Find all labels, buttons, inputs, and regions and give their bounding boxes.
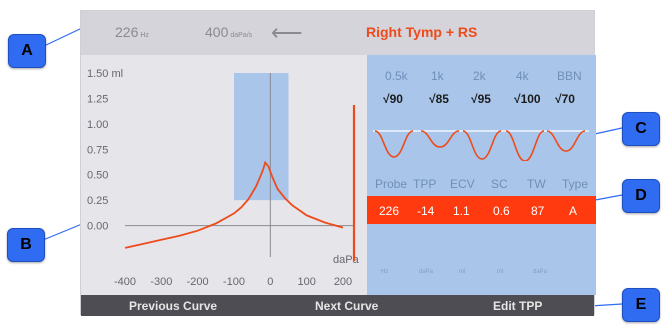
reflex-traces <box>373 130 589 161</box>
result-unit: daPa <box>533 269 548 275</box>
x-tick-label: 100 <box>297 276 315 288</box>
reflex-trace <box>546 130 586 152</box>
results-row: 226 -14 1.1 0.6 87 A <box>367 196 596 224</box>
reflex-value: √100 <box>514 92 541 106</box>
y-tick-label: 1.50 ml <box>87 68 123 80</box>
result-value: 1.1 <box>453 204 470 218</box>
probe-frequency-value: 226 <box>115 24 139 40</box>
results-panel: 0.5k 1k 2k 4k BBN √90 √85 √95 √100 √70 Probe TPP E… <box>367 55 596 295</box>
result-header: Probe <box>375 177 408 191</box>
pump-rate: 400 daPa/s <box>205 24 252 40</box>
result-unit: Hz <box>381 269 389 275</box>
probe-frequency: 226 Hz <box>115 24 149 40</box>
reflex-trace <box>462 130 502 160</box>
reflex-frequency-label: 1k <box>431 69 444 83</box>
status-bar: 226 Hz 400 daPa/s ⟵ Right Tymp + RS <box>81 11 594 55</box>
test-title: Right Tymp + RS <box>366 24 478 40</box>
tympanogram-curve <box>124 160 344 249</box>
reflex-trace <box>505 130 545 161</box>
reflex-value: √95 <box>471 92 491 106</box>
reflex-frequency-label: BBN <box>557 69 582 83</box>
y-tick-label: 0.00 <box>87 221 108 233</box>
pump-rate-unit: daPa/s <box>230 32 253 39</box>
x-tick-label: -200 <box>187 276 209 288</box>
result-unit: ml <box>459 269 466 275</box>
reflex-value: √90 <box>383 92 403 106</box>
reflex-frequency-label: 0.5k <box>385 69 408 83</box>
reflex-trace <box>420 130 460 148</box>
next-curve-button[interactable]: Next Curve <box>315 299 379 313</box>
reflex-frequency-label: 4k <box>516 69 529 83</box>
callout-e: E <box>622 288 660 322</box>
result-header: SC <box>491 177 508 191</box>
probe-frequency-unit: Hz <box>140 32 149 39</box>
reflex-value: √70 <box>555 92 575 106</box>
result-value: A <box>569 204 578 218</box>
result-header: ECV <box>450 177 475 191</box>
result-header: TW <box>527 177 546 191</box>
x-tick-label: -100 <box>223 276 245 288</box>
result-header: Type <box>562 177 589 191</box>
edit-tpp-button[interactable]: Edit TPP <box>493 299 543 313</box>
y-tick-label: 0.25 <box>87 195 108 207</box>
result-value: 87 <box>531 204 545 218</box>
pump-rate-value: 400 <box>205 24 229 40</box>
tympanogram-chart: 1.50 ml 1.25 1.00 0.75 0.50 0.25 0.00 -400 -300 -… <box>81 55 367 295</box>
callout-a: A <box>8 34 46 68</box>
x-tick-label: 0 <box>267 276 273 288</box>
tympanometer-screen: 226 Hz 400 daPa/s ⟵ Right Tymp + RS 1.50 m… <box>80 10 596 316</box>
arrow-left-icon: ⟵ <box>271 20 303 45</box>
reflex-value: √85 <box>429 92 449 106</box>
y-tick-label: 1.25 <box>87 93 108 105</box>
callout-c: C <box>622 112 660 146</box>
tpp-window <box>234 73 289 201</box>
y-tick-label: 1.00 <box>87 119 108 131</box>
x-tick-label: -300 <box>150 276 172 288</box>
result-value: 0.6 <box>493 204 510 218</box>
result-unit: daPa <box>419 269 434 275</box>
reflex-frequency-label: 2k <box>473 69 486 83</box>
previous-curve-button[interactable]: Previous Curve <box>129 299 218 313</box>
reflex-trace <box>374 130 414 158</box>
softkey-bar: Previous Curve Next Curve Edit TPP <box>81 295 594 316</box>
result-value: -14 <box>417 204 435 218</box>
result-value: 226 <box>379 204 400 218</box>
callout-b: B <box>7 228 45 262</box>
x-tick-label: -400 <box>114 276 136 288</box>
tympanogram-svg: 1.50 ml 1.25 1.00 0.75 0.50 0.25 0.00 -400 -300 -… <box>87 68 360 288</box>
y-tick-label: 0.75 <box>87 144 108 156</box>
callout-d: D <box>622 179 660 213</box>
x-axis-unit: daPa <box>333 254 360 266</box>
y-tick-label: 0.50 <box>87 170 108 182</box>
x-tick-label: 200 <box>334 276 352 288</box>
result-header: TPP <box>413 177 437 191</box>
result-unit: ml <box>497 269 504 275</box>
